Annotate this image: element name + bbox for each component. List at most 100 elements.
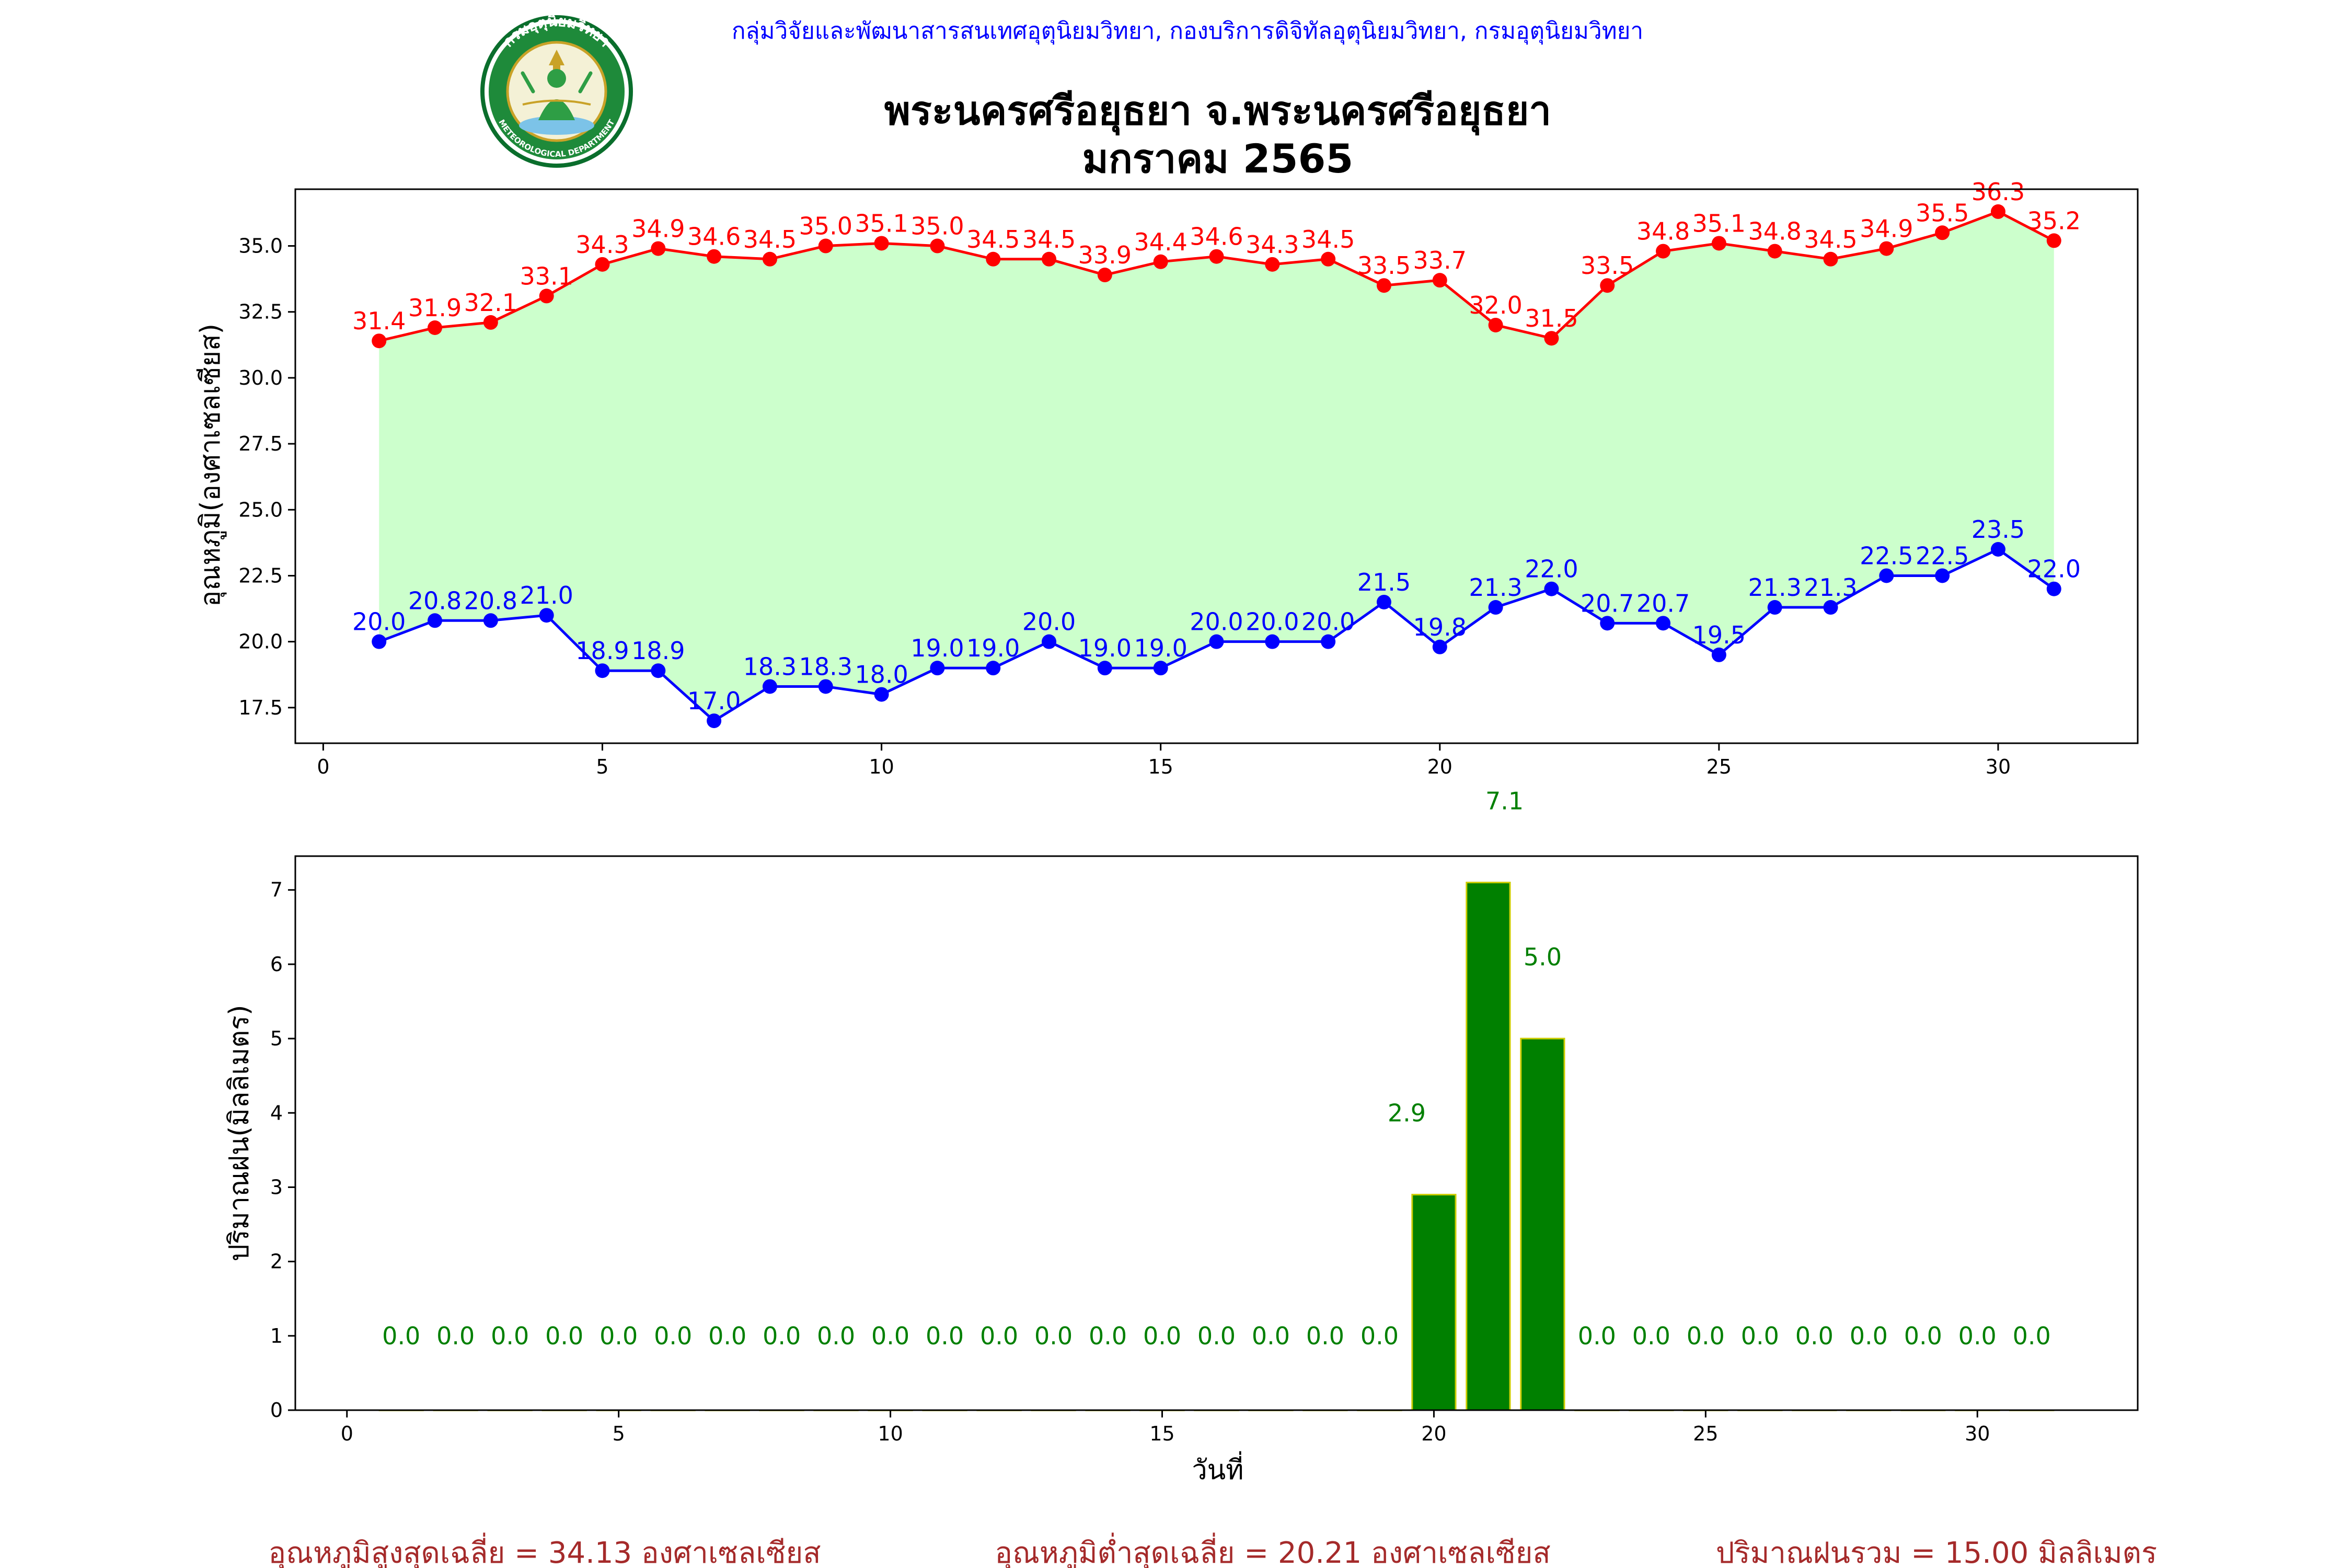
temperature-x-tick-label: 20 [1427,755,1452,778]
min-temp-label: 17.0 [687,687,741,715]
min-temp-label: 20.7 [1636,589,1690,617]
rainfall-x-tick-label: 15 [1149,1422,1174,1445]
summary-avg-max: อุณหภูมิสูงสุดเฉลี่ย = 34.13 องศาเซลเซีย… [268,1532,821,1568]
min-temp-label: 22.5 [1916,541,1969,570]
min-temp-label: 20.0 [1301,608,1355,636]
min-temp-point [1767,600,1782,615]
rainfall-x-tick-label: 5 [613,1422,625,1445]
temperature-y-tick-label: 32.5 [238,301,283,324]
max-temp-point [1488,317,1503,332]
rain-value-label: 0.0 [817,1322,855,1350]
summary-avg-min: อุณหภูมิต่ำสุดเฉลี่ย = 20.21 องศาเซลเซีย… [995,1532,1550,1568]
max-temp-point [707,249,722,264]
max-temp-point [1376,278,1391,293]
min-temp-label: 20.8 [464,586,517,615]
rain-value-label: 0.0 [1795,1322,1834,1350]
max-temp-label: 35.1 [1692,209,1746,237]
max-temp-label: 34.5 [1022,225,1076,253]
max-temp-point [1767,244,1782,259]
max-temp-point [1823,251,1838,267]
min-temp-point [1990,542,2005,557]
rain-value-label: 0.0 [654,1322,692,1350]
max-temp-label: 34.6 [1190,223,1243,251]
rain-value-label: 0.0 [491,1322,529,1350]
meteorological-department-logo: กรมอุตุนิยมวิทยา METEOROLOGICAL DEPARTME… [480,13,633,168]
min-temp-point [1376,594,1391,609]
temperature-y-tick-label: 27.5 [238,432,283,455]
rain-value-label: 0.0 [926,1322,964,1350]
max-temp-point [1990,204,2005,219]
min-temp-label: 21.0 [520,581,573,609]
rain-value-label: 0.0 [1578,1322,1616,1350]
max-temp-label: 35.5 [1916,199,1969,227]
min-temp-point [1935,568,1950,583]
rainfall-y-tick-label: 1 [270,1324,283,1347]
rain-value-label: 0.0 [2013,1322,2051,1350]
temperature-x-tick-label: 15 [1148,755,1173,778]
rainfall-y-tick-label: 3 [270,1175,283,1198]
max-temp-point [1711,236,1726,251]
max-temp-point [874,236,889,251]
rain-value-label: 0.0 [1741,1322,1779,1350]
min-temp-point [1209,634,1224,649]
max-temp-label: 31.4 [352,307,406,335]
min-temp-label: 19.0 [910,634,964,662]
max-temp-label: 33.1 [520,262,573,290]
max-temp-label: 34.4 [1134,228,1187,256]
max-temp-label: 35.0 [910,212,964,240]
rain-value-label: 0.0 [1252,1322,1290,1350]
max-temp-label: 34.3 [1246,230,1299,259]
min-temp-point [930,661,945,676]
min-temp-label: 20.0 [1022,608,1076,636]
rain-value-label: 0.0 [871,1322,909,1350]
min-temp-label: 18.3 [799,652,852,681]
temperature-x-tick-label: 10 [869,755,894,778]
min-temp-label: 20.0 [1190,608,1243,636]
max-temp-label: 35.2 [2027,206,2081,235]
max-temp-label: 31.9 [408,294,462,322]
temperature-x-tick-label: 30 [1986,755,2011,778]
max-temp-point [372,333,387,349]
rain-value-label: 0.0 [1632,1322,1670,1350]
min-temp-point [1265,634,1280,649]
temperature-range-fill [379,211,2054,721]
min-temp-label: 19.0 [966,634,1020,662]
temperature-y-tick-label: 35.0 [238,235,283,258]
max-temp-label: 33.5 [1357,251,1411,280]
max-temp-point [818,238,833,253]
max-temp-label: 34.5 [966,225,1020,253]
min-temp-label: 20.0 [352,608,406,636]
min-temp-point [483,613,498,628]
rainfall-x-tick-label: 10 [878,1422,903,1445]
rainfall-x-tick-label: 25 [1693,1422,1718,1445]
rain-value-label: 0.0 [763,1322,801,1350]
min-temp-label: 18.9 [575,637,629,665]
min-temp-label: 19.0 [1078,634,1132,662]
rain-value-label: 5.0 [1524,943,1562,971]
min-temp-point [1321,634,1336,649]
min-temp-label: 21.3 [1748,573,1801,602]
max-temp-label: 33.7 [1413,246,1467,274]
max-temp-point [651,241,666,256]
rain-value-label: 0.0 [382,1322,420,1350]
max-temp-label: 33.5 [1581,251,1634,280]
rain-value-label: 0.0 [980,1322,1018,1350]
rain-value-label: 0.0 [545,1322,583,1350]
min-temp-point [1600,616,1615,631]
temperature-y-tick-label: 22.5 [238,564,283,587]
min-temp-label: 22.5 [1860,541,1913,570]
org-line: กลุ่มวิจัยและพัฒนาสารสนเทศอุตุนิยมวิทยา,… [732,18,1643,45]
max-temp-label: 32.1 [464,289,517,317]
min-temp-label: 21.3 [1469,573,1522,602]
rain-value-label: 0.0 [1306,1322,1344,1350]
max-temp-label: 34.9 [1860,215,1913,243]
temperature-x-tick-label: 0 [317,755,329,778]
max-temp-point [539,289,554,304]
max-temp-label: 34.9 [631,215,685,243]
min-temp-point [539,608,554,623]
rainfall-y-tick-label: 2 [270,1250,283,1273]
rainfall-x-axis-label: วันที่ [1192,1451,1243,1486]
min-temp-label: 19.0 [1134,634,1187,662]
rainfall-y-tick-label: 5 [270,1027,283,1050]
